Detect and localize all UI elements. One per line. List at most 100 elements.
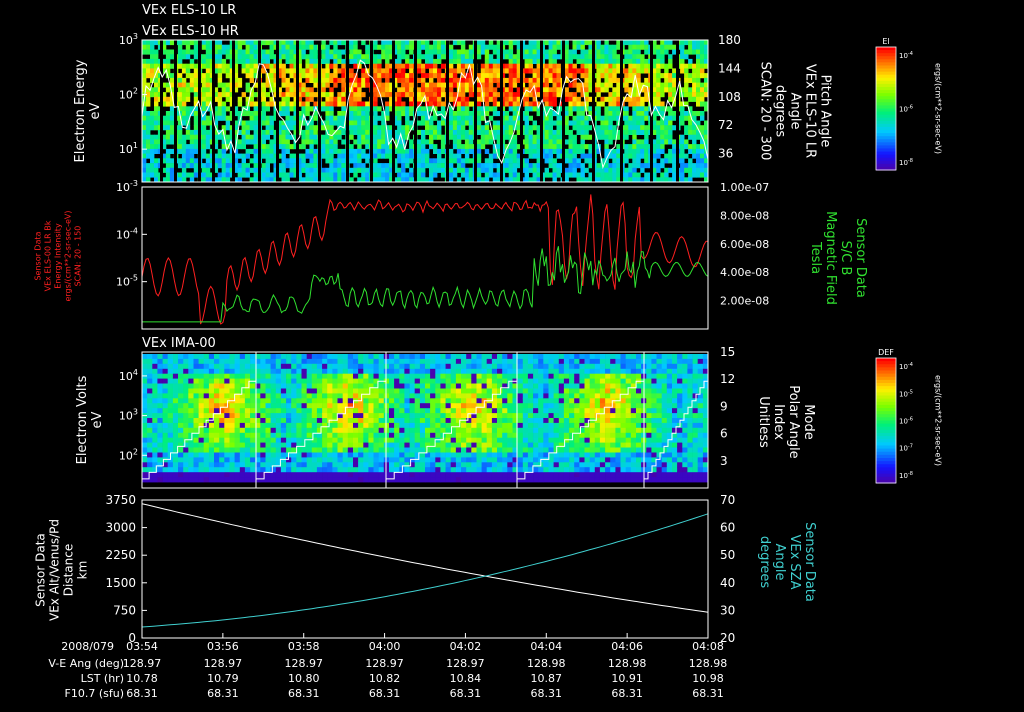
- ima-cell: [353, 379, 359, 384]
- els-cell: [365, 125, 369, 130]
- ima-cell: [230, 443, 236, 448]
- ima-cell: [142, 354, 148, 359]
- els-cell: [365, 50, 369, 55]
- els-cell: [397, 54, 401, 59]
- els-cell: [477, 149, 481, 154]
- els-cell: [154, 59, 158, 64]
- ima-cell: [142, 433, 148, 438]
- ima-cell: [209, 393, 215, 398]
- ima-cell: [266, 413, 272, 418]
- ima-cell: [168, 467, 174, 472]
- ima-cell: [183, 393, 189, 398]
- els-cell: [166, 102, 170, 107]
- els-cell: [286, 97, 290, 102]
- els-cell: [254, 54, 258, 59]
- ima-cell: [260, 374, 266, 379]
- els-cell: [325, 144, 329, 149]
- els-cell: [301, 54, 305, 59]
- els-cell: [656, 54, 660, 59]
- els-cell: [608, 135, 612, 140]
- els-cell: [565, 111, 569, 116]
- els-cell: [584, 116, 588, 121]
- els-cell: [305, 64, 309, 69]
- els-cell: [222, 116, 226, 121]
- els-cell: [688, 87, 692, 92]
- ima-cell: [291, 477, 297, 482]
- els-cell: [581, 54, 585, 59]
- els-cell: [186, 154, 190, 159]
- ima-cell: [230, 403, 236, 408]
- ima-cell: [147, 418, 153, 423]
- els-cell: [365, 45, 369, 50]
- els-cell: [425, 158, 429, 163]
- ima-cell: [260, 448, 266, 453]
- els-cell: [182, 50, 186, 55]
- els-cell: [449, 149, 453, 154]
- els-cell: [596, 163, 600, 168]
- els-cell: [286, 144, 290, 149]
- els-cell: [557, 54, 561, 59]
- els-cell: [146, 50, 150, 55]
- els-cell: [656, 83, 660, 88]
- els-cell: [565, 121, 569, 126]
- els-cell: [632, 135, 636, 140]
- els-cell: [186, 45, 190, 50]
- els-cell: [596, 130, 600, 135]
- ima-cell: [358, 369, 364, 374]
- els-cell: [282, 130, 286, 135]
- ima-cell: [291, 364, 297, 369]
- ima-cell: [353, 374, 359, 379]
- els-cell: [421, 40, 425, 45]
- els-cell: [341, 68, 345, 73]
- ima-cell: [343, 359, 349, 364]
- els-cell: [664, 173, 668, 178]
- els-cell: [596, 59, 600, 64]
- els-cell: [425, 59, 429, 64]
- els-cell: [636, 139, 640, 144]
- els-cell: [584, 144, 588, 149]
- els-cell: [553, 78, 557, 83]
- els-cell: [612, 130, 616, 135]
- ima-cell: [296, 403, 302, 408]
- els-cell: [146, 130, 150, 135]
- els-cell: [553, 68, 557, 73]
- els-cell: [549, 139, 553, 144]
- els-cell: [178, 54, 182, 59]
- els-cell: [341, 97, 345, 102]
- ima-cell: [312, 472, 318, 477]
- els-cell: [636, 73, 640, 78]
- els-cell: [373, 125, 377, 130]
- els-cell: [282, 92, 286, 97]
- els-cell: [286, 158, 290, 163]
- els-cell: [513, 135, 517, 140]
- els-cell: [405, 40, 409, 45]
- els-cell: [573, 97, 577, 102]
- els-cell: [246, 173, 250, 178]
- els-cell: [656, 163, 660, 168]
- els-cell: [672, 158, 676, 163]
- els-gap: [160, 40, 163, 182]
- els-cell: [684, 130, 688, 135]
- els-cell: [581, 45, 585, 50]
- els-cell: [493, 163, 497, 168]
- ima-cell: [214, 418, 220, 423]
- els-cell: [337, 149, 341, 154]
- ima-cell: [157, 418, 163, 423]
- ima-cell: [327, 379, 333, 384]
- els-cell: [286, 78, 290, 83]
- ima-cell: [302, 443, 308, 448]
- els-cell: [365, 54, 369, 59]
- ima-cell: [204, 364, 210, 369]
- els-cell: [353, 45, 357, 50]
- ima-cell: [147, 457, 153, 462]
- els-cell: [178, 144, 182, 149]
- els-cell: [381, 154, 385, 159]
- ima-cell: [307, 428, 313, 433]
- els-cell: [672, 50, 676, 55]
- ima-cell: [260, 408, 266, 413]
- els-cell: [565, 64, 569, 69]
- ima-cell: [163, 354, 169, 359]
- ima-cell: [399, 423, 405, 428]
- els-cell: [421, 121, 425, 126]
- els-cell: [513, 54, 517, 59]
